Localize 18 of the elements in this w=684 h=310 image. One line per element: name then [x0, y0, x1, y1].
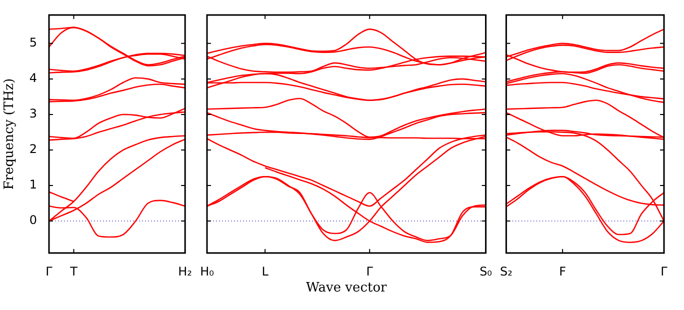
y-tick-label: 4	[29, 71, 37, 86]
y-tick-label: 3	[29, 106, 37, 121]
y-tick-label: 1	[29, 178, 37, 192]
x-tick-label: Γ	[660, 264, 668, 278]
x-tick-label: Γ	[46, 264, 53, 278]
y-axis-title: Frequency (THz)	[2, 78, 18, 190]
y-tick-label: 0	[29, 213, 37, 228]
x-tick-label: F	[559, 264, 566, 278]
x-tick-label: L	[262, 264, 269, 278]
x-tick-label: T	[69, 264, 78, 278]
x-tick-label: S₀	[480, 264, 492, 278]
x-tick-label: S₂	[500, 264, 513, 278]
x-tick-label: H₂	[178, 264, 192, 278]
x-axis-title: Wave vector	[306, 280, 388, 296]
y-tick-label: 2	[29, 142, 37, 156]
x-tick-label: Γ	[366, 264, 374, 278]
x-tick-label: H₀	[200, 264, 214, 278]
y-tick-label: 5	[29, 36, 37, 50]
